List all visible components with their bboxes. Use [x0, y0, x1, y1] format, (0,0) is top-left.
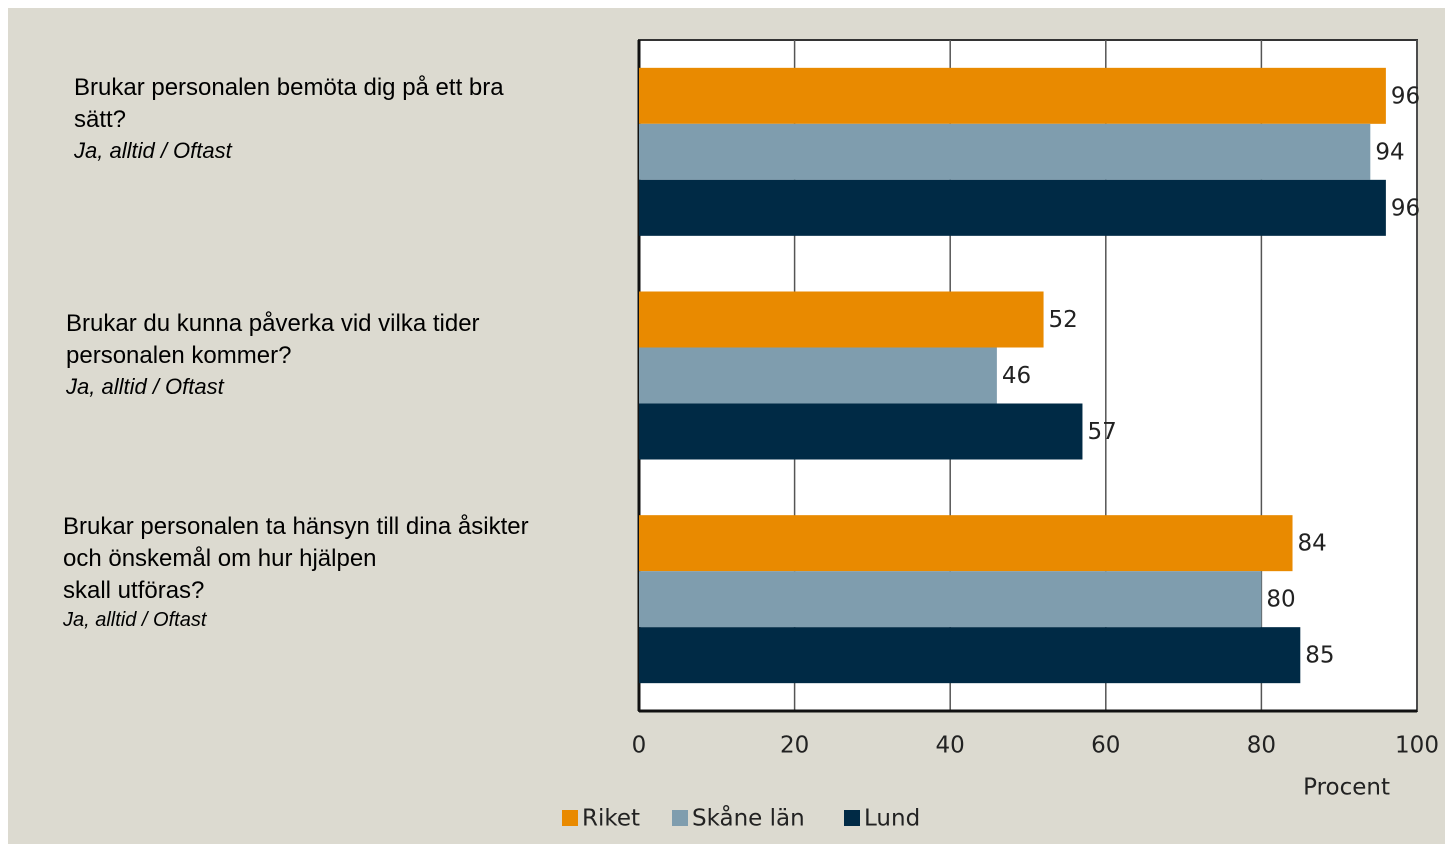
- legend-label: Riket: [582, 806, 640, 832]
- value-label: 96: [1391, 195, 1420, 221]
- legend-swatch: [672, 810, 688, 826]
- x-axis-label: Procent: [1303, 775, 1390, 801]
- bar: [639, 571, 1262, 628]
- question-text: Brukar personalen bemöta dig på ett bra …: [74, 74, 504, 133]
- value-label: 96: [1391, 83, 1420, 109]
- bar: [639, 291, 1044, 348]
- value-label: 46: [1002, 363, 1031, 389]
- x-tick-label: 0: [632, 733, 647, 759]
- x-tick-label: 40: [936, 733, 965, 759]
- x-tick-label: 80: [1247, 733, 1276, 759]
- question-text: Brukar personalen ta hänsyn till dina ås…: [63, 513, 529, 604]
- bar: [639, 179, 1386, 236]
- bar: [639, 515, 1293, 572]
- x-tick-label: 100: [1395, 733, 1439, 759]
- question-note: Ja, alltid / Oftast: [66, 374, 224, 399]
- value-label: 94: [1375, 139, 1404, 165]
- value-label: 80: [1266, 587, 1295, 613]
- x-tick-label: 20: [780, 733, 809, 759]
- legend-label: Skåne län: [692, 804, 805, 832]
- legend-swatch: [844, 810, 860, 826]
- value-label: 85: [1305, 643, 1334, 669]
- bar: [639, 123, 1371, 180]
- value-label: 52: [1049, 307, 1078, 333]
- question-text: Brukar du kunna påverka vid vilka tider …: [66, 310, 480, 369]
- question-note: Ja, alltid / Oftast: [74, 138, 232, 163]
- bar: [639, 403, 1083, 460]
- value-label: 57: [1087, 419, 1116, 445]
- legend-label: Lund: [864, 806, 920, 832]
- legend-swatch: [562, 810, 578, 826]
- bar: [639, 347, 997, 404]
- question-note: Ja, alltid / Oftast: [63, 609, 207, 631]
- value-label: 84: [1298, 531, 1327, 557]
- bar: [639, 627, 1301, 684]
- bar: [639, 67, 1386, 124]
- x-tick-label: 60: [1091, 733, 1120, 759]
